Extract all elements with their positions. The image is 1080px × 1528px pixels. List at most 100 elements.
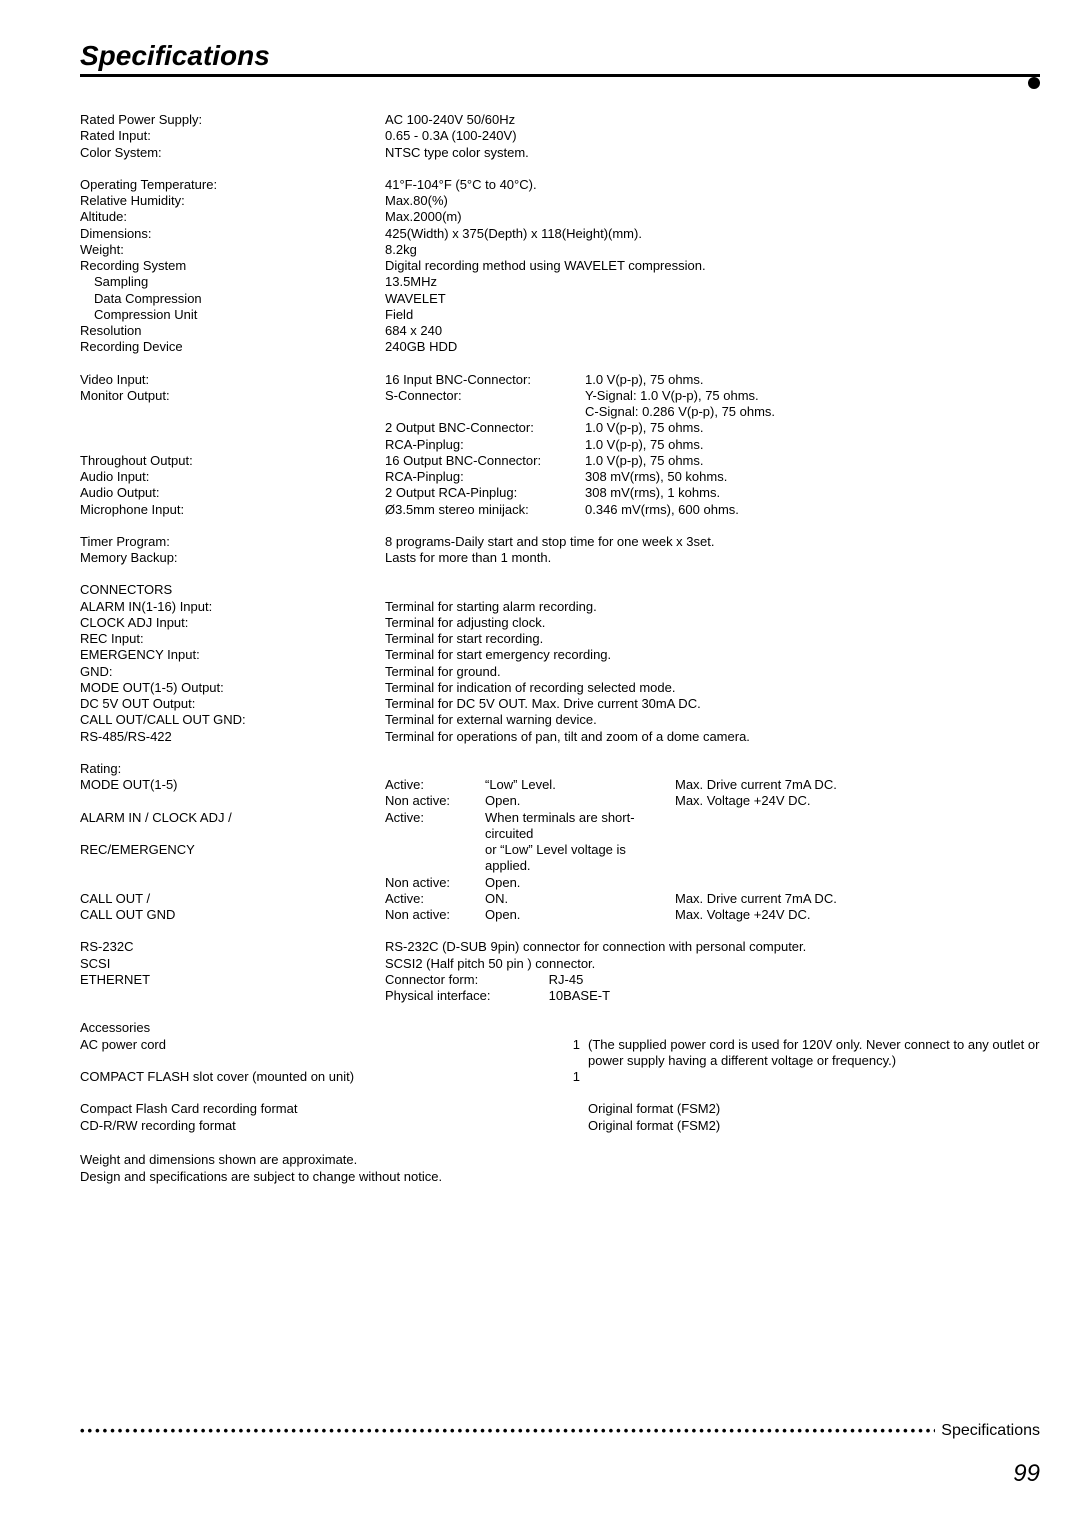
spec-label: ALARM IN(1-16) Input: <box>80 599 385 615</box>
spec-label <box>80 437 385 453</box>
spec-value: Original format (FSM2) <box>588 1101 1040 1117</box>
spec-sublabel: 2 Output RCA-Pinplug: <box>385 485 585 501</box>
spec-value: 1.0 V(p-p), 75 ohms. <box>585 453 1040 469</box>
spec-label: REC Input: <box>80 631 385 647</box>
spec-qty: 1 <box>560 1069 580 1085</box>
footnote: Design and specifications are subject to… <box>80 1169 1040 1186</box>
spec-sublabel: S-Connector: <box>385 388 585 404</box>
spec-label: Rated Power Supply: <box>80 112 385 128</box>
spec-value: 240GB HDD <box>385 339 1040 355</box>
rating-condition: “Low” Level. <box>485 777 675 793</box>
spec-note: (The supplied power cord is used for 120… <box>588 1037 1040 1070</box>
rating-limit: Max. Voltage +24V DC. <box>675 907 1040 923</box>
spec-value: 308 mV(rms), 50 kohms. <box>585 469 1040 485</box>
spec-label: Audio Output: <box>80 485 385 501</box>
title-end-dot <box>80 77 1040 92</box>
spec-label: EMERGENCY Input: <box>80 647 385 663</box>
spec-label: Recording Device <box>80 339 385 355</box>
spec-value: 41°F-104°F (5°C to 40°C). <box>385 177 1040 193</box>
rating-condition: ON. <box>485 891 675 907</box>
spec-label: Rated Input: <box>80 128 385 144</box>
spec-label: Weight: <box>80 242 385 258</box>
spec-label: Relative Humidity: <box>80 193 385 209</box>
spec-value: RJ-45 <box>549 972 584 987</box>
spec-label <box>80 793 385 809</box>
rating-limit <box>675 875 1040 891</box>
accessories-header: Accessories <box>80 1020 560 1036</box>
rating-header: Rating: <box>80 761 385 777</box>
spec-label: MODE OUT(1-5) <box>80 777 385 793</box>
rating-condition: When terminals are short-circuited <box>485 810 675 843</box>
spec-value: Max.80(%) <box>385 193 1040 209</box>
rating-limit <box>675 842 1040 875</box>
spec-label: Resolution <box>80 323 385 339</box>
spec-value: Terminal for starting alarm recording. <box>385 599 1040 615</box>
spec-label: Sampling <box>80 274 385 290</box>
connectors-header: CONNECTORS <box>80 582 385 598</box>
spec-sublabel: RCA-Pinplug: <box>385 437 585 453</box>
spec-label: RS-485/RS-422 <box>80 729 385 745</box>
spec-value: 13.5MHz <box>385 274 1040 290</box>
spec-label: Compression Unit <box>80 307 385 323</box>
rating-limit: Max. Drive current 7mA DC. <box>675 891 1040 907</box>
spec-label: ALARM IN / CLOCK ADJ / <box>80 810 385 843</box>
spec-label: CD-R/RW recording format <box>80 1118 560 1134</box>
rating-limit <box>675 810 1040 843</box>
spec-label: GND: <box>80 664 385 680</box>
spec-value: 1.0 V(p-p), 75 ohms. <box>585 437 1040 453</box>
spec-label: MODE OUT(1-5) Output: <box>80 680 385 696</box>
spec-label: CALL OUT/CALL OUT GND: <box>80 712 385 728</box>
spec-sublabel <box>385 404 585 420</box>
spec-value: Original format (FSM2) <box>588 1118 1040 1134</box>
spec-value: 684 x 240 <box>385 323 1040 339</box>
spec-label: Color System: <box>80 145 385 161</box>
spec-label: AC power cord <box>80 1037 560 1070</box>
spec-value: RS-232C (D-SUB 9pin) connector for conne… <box>385 939 1040 955</box>
spec-sublabel: RCA-Pinplug: <box>385 469 585 485</box>
spec-value: 425(Width) x 375(Depth) x 118(Height)(mm… <box>385 226 1040 242</box>
rating-state: Active: <box>385 810 485 843</box>
spec-value: Terminal for start emergency recording. <box>385 647 1040 663</box>
spec-sublabel: 16 Output BNC-Connector: <box>385 453 585 469</box>
spec-value: Y-Signal: 1.0 V(p-p), 75 ohms. <box>585 388 1040 404</box>
spec-label: REC/EMERGENCY <box>80 842 385 875</box>
spec-value: Terminal for start recording. <box>385 631 1040 647</box>
spec-label: RS-232C <box>80 939 385 955</box>
spec-label: Dimensions: <box>80 226 385 242</box>
spec-label: Operating Temperature: <box>80 177 385 193</box>
spec-qty: 1 <box>560 1037 580 1070</box>
spec-value: 0.65 - 0.3A (100-240V) <box>385 128 1040 144</box>
rating-state: Active: <box>385 777 485 793</box>
spec-value: Field <box>385 307 1040 323</box>
rating-state <box>385 842 485 875</box>
spec-value: SCSI2 (Half pitch 50 pin ) connector. <box>385 956 1040 972</box>
page-title: Specifications <box>80 40 1040 77</box>
spec-value: C-Signal: 0.286 V(p-p), 75 ohms. <box>585 404 1040 420</box>
spec-label: CALL OUT GND <box>80 907 385 923</box>
spec-label: Microphone Input: <box>80 502 385 518</box>
spec-value: Terminal for DC 5V OUT. Max. Drive curre… <box>385 696 1040 712</box>
rating-condition: Open. <box>485 875 675 891</box>
spec-label: Compact Flash Card recording format <box>80 1101 560 1117</box>
spec-label: Audio Input: <box>80 469 385 485</box>
page-number: 99 <box>80 1460 1040 1488</box>
rating-condition: or “Low” Level voltage is applied. <box>485 842 675 875</box>
spec-value: Lasts for more than 1 month. <box>385 550 1040 566</box>
rating-condition: Open. <box>485 793 675 809</box>
spec-value: Terminal for ground. <box>385 664 1040 680</box>
spec-value: 1.0 V(p-p), 75 ohms. <box>585 372 1040 388</box>
rating-limit: Max. Voltage +24V DC. <box>675 793 1040 809</box>
spec-sublabel: 2 Output BNC-Connector: <box>385 420 585 436</box>
spec-sublabel: Connector form: <box>385 972 545 988</box>
spec-value: 8.2kg <box>385 242 1040 258</box>
spec-value: Terminal for adjusting clock. <box>385 615 1040 631</box>
rating-limit: Max. Drive current 7mA DC. <box>675 777 1040 793</box>
spec-label: Timer Program: <box>80 534 385 550</box>
rating-state: Non active: <box>385 907 485 923</box>
spec-label: Altitude: <box>80 209 385 225</box>
spec-label: COMPACT FLASH slot cover (mounted on uni… <box>80 1069 560 1085</box>
spec-label: DC 5V OUT Output: <box>80 696 385 712</box>
spec-label: Video Input: <box>80 372 385 388</box>
spec-sublabel: Physical interface: <box>385 988 545 1004</box>
rating-state: Non active: <box>385 875 485 891</box>
